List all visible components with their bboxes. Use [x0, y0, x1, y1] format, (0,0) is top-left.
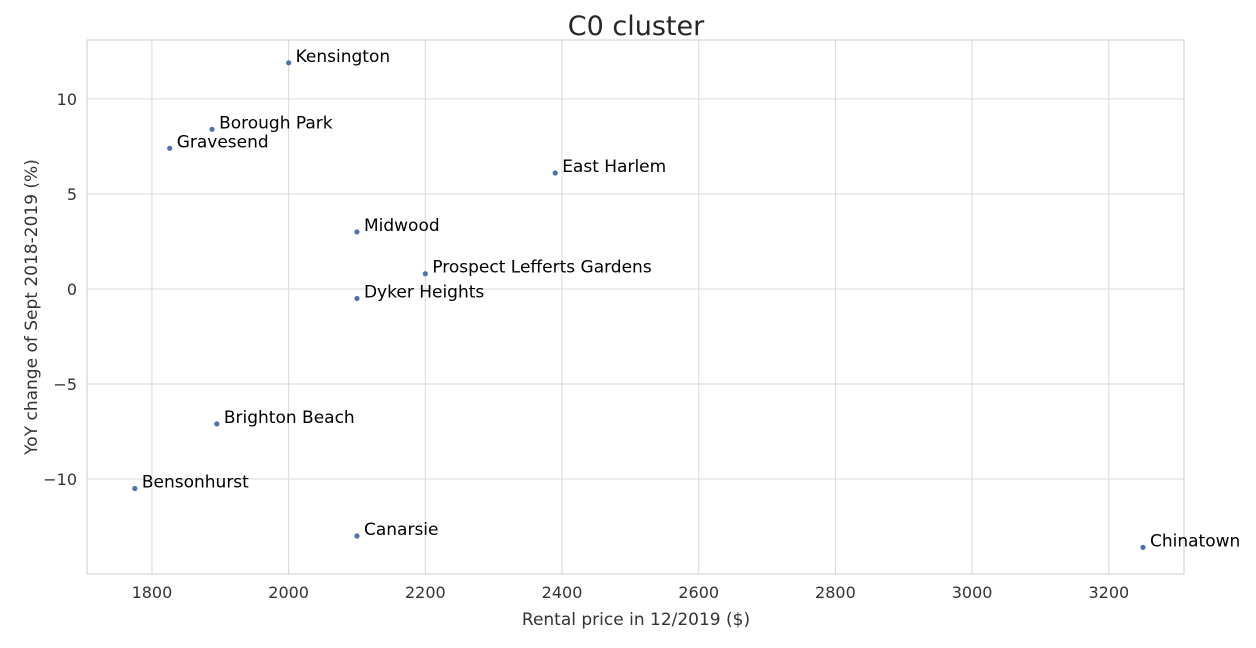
y-axis-ticks: 10 5 0 −5 −10	[43, 90, 77, 489]
point-label: Midwood	[364, 216, 440, 236]
data-point	[286, 60, 292, 66]
x-tick-label: 2800	[815, 583, 856, 602]
grid-lines	[87, 40, 1184, 574]
y-tick-label: 0	[67, 280, 77, 299]
data-point	[209, 126, 215, 132]
point-label: Dyker Heights	[364, 282, 484, 302]
data-point	[354, 295, 360, 302]
x-tick-label: 2000	[268, 583, 309, 602]
plot-area	[86, 39, 1185, 575]
point-label: Brighton Beach	[224, 408, 355, 428]
x-tick-label: 3200	[1088, 583, 1129, 602]
data-point	[1140, 544, 1146, 550]
point-label: Kensington	[296, 47, 391, 67]
point-label: East Harlem	[562, 157, 666, 177]
x-tick-label: 2600	[678, 583, 719, 602]
data-point	[214, 421, 220, 427]
point-label: Chinatown	[1150, 531, 1240, 551]
point-label: Prospect Lefferts Gardens	[432, 258, 652, 278]
x-tick-label: 3000	[952, 583, 993, 602]
x-tick-label: 2400	[542, 583, 583, 602]
y-tick-label: 5	[67, 185, 77, 204]
data-point	[354, 533, 360, 539]
x-axis-label: Rental price in 12/2019 ($)	[522, 610, 750, 630]
y-axis-label: YoY change of Sept 2018-2019 (%)	[22, 159, 42, 456]
data-point	[354, 229, 360, 235]
data-point	[552, 170, 558, 176]
y-tick-label: −10	[43, 470, 77, 489]
y-tick-label: 10	[57, 90, 77, 109]
point-label: Gravesend	[177, 132, 269, 152]
point-label: Bensonhurst	[142, 472, 249, 492]
x-tick-label: 2200	[405, 583, 446, 602]
data-point	[422, 271, 428, 277]
data-point	[167, 145, 173, 151]
point-label: Canarsie	[364, 520, 439, 540]
chart-title: C0 cluster	[568, 11, 705, 42]
x-axis-ticks: 1800 2000 2200 2400 2600 2800 3000 3200	[132, 583, 1130, 602]
x-tick-label: 1800	[132, 583, 173, 602]
point-label: Borough Park	[219, 113, 333, 133]
data-point	[132, 485, 138, 492]
y-tick-label: −5	[53, 375, 77, 394]
